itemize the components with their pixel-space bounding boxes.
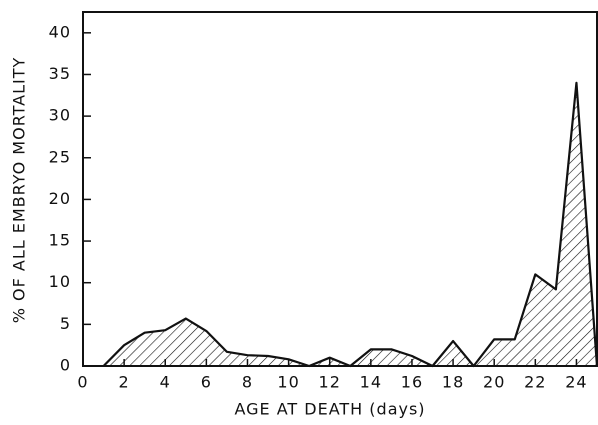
x-tick-label: 12: [319, 373, 341, 392]
x-tick-label: 8: [242, 373, 253, 392]
x-tick-label: 10: [277, 373, 299, 392]
x-tick-label: 20: [483, 373, 505, 392]
y-tick-label: 15: [49, 231, 71, 250]
y-tick-label: 35: [49, 64, 71, 83]
x-tick-label: 16: [401, 373, 423, 392]
x-tick-label: 6: [201, 373, 212, 392]
x-tick-label: 2: [119, 373, 130, 392]
x-axis-label: AGE AT DEATH (days): [234, 400, 425, 419]
y-tick-label: 5: [60, 314, 71, 333]
x-tick-label: 0: [77, 373, 88, 392]
area-fill: [103, 82, 597, 367]
y-tick-label: 20: [49, 189, 71, 208]
y-tick-label: 25: [49, 147, 71, 166]
x-tick-label: 14: [360, 373, 382, 392]
y-tick-label: 30: [49, 106, 71, 125]
y-tick-label: 10: [49, 272, 71, 291]
y-tick-label: 40: [49, 22, 71, 41]
y-tick-label: 0: [60, 356, 71, 375]
x-tick-label: 24: [565, 373, 587, 392]
x-tick-label: 18: [442, 373, 464, 392]
x-tick-label: 4: [160, 373, 171, 392]
x-tick-label: 22: [524, 373, 546, 392]
y-axis-label: % OF ALL EMBRYO MORTALITY: [10, 57, 29, 324]
plot-frame: [82, 11, 598, 367]
